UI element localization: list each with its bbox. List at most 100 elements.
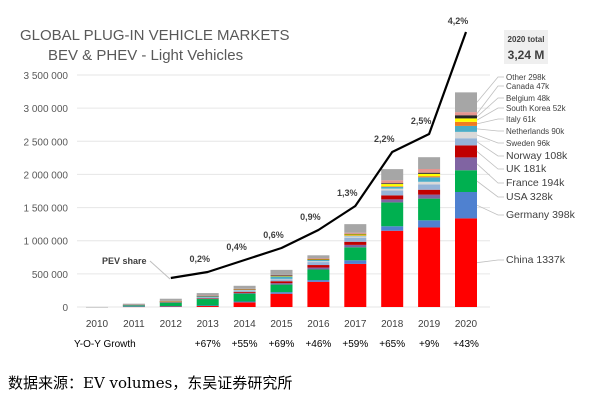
x-tick-label: 2019 [418, 319, 441, 330]
total-box [504, 30, 548, 64]
legend-label-italy: Italy 61k [506, 115, 537, 124]
legend-label-germany: Germany 398k [506, 209, 576, 221]
legend-label-south-korea: South Korea 52k [506, 104, 567, 113]
x-tick-label: 2013 [197, 319, 220, 330]
bar-segment-germany-2014 [233, 301, 256, 303]
bar-segment-usa-2012 [159, 302, 182, 307]
bar-segment-canada-2011 [122, 304, 145, 306]
bar-segment-norway-2015 [270, 279, 293, 282]
legend-leader [476, 97, 504, 118]
bar-segment-france-2020 [455, 157, 477, 171]
bar-segment-south-korea-2016 [307, 259, 330, 260]
legend-leader [476, 259, 504, 264]
x-tick-label: 2010 [86, 319, 109, 330]
y-tick-label: 3 500 000 [24, 71, 69, 82]
bar-segment-belgium-2018 [381, 183, 404, 185]
x-tick-label: 2017 [344, 319, 367, 330]
bar-segment-uk-2016 [307, 265, 330, 268]
legend-leader [476, 151, 504, 170]
stacked-bar-chart: GLOBAL PLUG-IN VEHICLE MARKETS BEV & PHEV… [20, 16, 576, 350]
bar-segment-usa-2016 [307, 269, 330, 281]
bar-segment-uk-2020 [455, 145, 477, 158]
bar-segment-france-2015 [270, 283, 293, 285]
bar-segment-germany-2016 [307, 280, 330, 282]
bar-segment-germany-2020 [455, 191, 477, 219]
y-tick-label: 2 500 000 [24, 137, 69, 148]
legend-label-usa: USA 328k [506, 191, 553, 203]
bar-segment-belgium-2014 [233, 289, 256, 290]
bar-segment-germany-2017 [344, 260, 367, 264]
bar-segment-china-2017 [344, 263, 367, 307]
bar-segment-usa-2020 [455, 170, 477, 192]
bar-segment-canada-2018 [381, 180, 404, 184]
y-tick-label: 3 000 000 [24, 104, 69, 115]
pev-share-label: 2,2% [374, 134, 395, 144]
bar-segment-south-korea-2018 [381, 184, 404, 187]
bar-segment-sweden-2013 [196, 297, 219, 299]
bar-segment-canada-2014 [233, 288, 256, 290]
bar-segment-china-2019 [418, 227, 441, 307]
bar-segment-netherlands-2020 [455, 125, 477, 132]
yoy-value: +43% [453, 339, 479, 350]
bar-segment-usa-2018 [381, 202, 404, 227]
bar-segment-china-2018 [381, 230, 404, 307]
bar-segment-other-2019 [418, 157, 441, 169]
legend-label-other: Other 298k [506, 73, 547, 82]
legend-label-uk: UK 181k [506, 163, 547, 175]
bar-segment-canada-2016 [307, 258, 330, 259]
bar-segment-south-korea-2017 [344, 234, 367, 236]
bar-segment-canada-2020 [455, 112, 477, 116]
x-tick-label: 2016 [307, 319, 330, 330]
yoy-label: Y-O-Y Growth [74, 339, 136, 350]
bar-segment-south-korea-2015 [270, 275, 293, 277]
bar-segment-south-korea-2020 [455, 118, 477, 122]
legend-leader [476, 204, 504, 216]
bar-segment-belgium-2015 [270, 275, 293, 276]
yoy-value: +46% [305, 339, 331, 350]
legend-leader [476, 107, 504, 121]
bar-segment-sweden-2019 [418, 181, 441, 185]
bar-segment-sweden-2017 [344, 236, 367, 238]
bar-segment-italy-2019 [418, 176, 441, 178]
yoy-value: +69% [269, 339, 295, 350]
legend-leader [476, 141, 504, 157]
yoy-value: +65% [379, 339, 405, 350]
pev-share-label: 0,4% [226, 242, 247, 252]
pev-share-label: 4,2% [448, 16, 469, 26]
bar-segment-netherlands-2018 [381, 186, 404, 189]
bar-segment-italy-2016 [307, 259, 330, 261]
bar-segment-canada-2012 [159, 300, 182, 302]
bar-segment-uk-2013 [196, 298, 219, 299]
bar-segment-italy-2020 [455, 121, 477, 126]
legend-leader [476, 134, 504, 144]
yoy-value: +59% [342, 339, 368, 350]
x-tick-label: 2015 [270, 319, 293, 330]
bar-segment-usa-2017 [344, 247, 367, 261]
bar-segment-belgium-2016 [307, 258, 330, 260]
bar-segment-uk-2018 [381, 195, 404, 200]
legend-leader [476, 163, 504, 184]
bar-segment-italy-2017 [344, 235, 367, 236]
bar-segment-canada-2015 [270, 274, 293, 276]
bar-segment-canada-2019 [418, 168, 441, 173]
bar-segment-germany-2013 [196, 305, 219, 307]
legend-leader [476, 118, 504, 125]
bar-segment-netherlands-2017 [344, 235, 367, 237]
y-tick-label: 0 [62, 303, 68, 314]
bar-segment-germany-2015 [270, 292, 293, 294]
bar-segment-china-2016 [307, 281, 330, 307]
bar-segment-usa-2013 [196, 299, 219, 306]
legend-label-belgium: Belgium 48k [506, 94, 551, 103]
pev-share-label: 0,9% [300, 212, 321, 222]
legend-label-netherlands: Netherlands 90k [506, 127, 565, 136]
bar-segment-usa-2015 [270, 284, 293, 293]
legend-label-norway: Norway 108k [506, 150, 568, 162]
bar-segment-france-2014 [233, 292, 256, 294]
bar-segment-norway-2017 [344, 237, 367, 242]
x-tick-label: 2018 [381, 319, 404, 330]
bar-segment-other-2016 [307, 255, 330, 259]
legend-label-france: France 194k [506, 177, 565, 189]
x-tick-label: 2012 [160, 319, 183, 330]
bar-segment-netherlands-2016 [307, 259, 330, 262]
